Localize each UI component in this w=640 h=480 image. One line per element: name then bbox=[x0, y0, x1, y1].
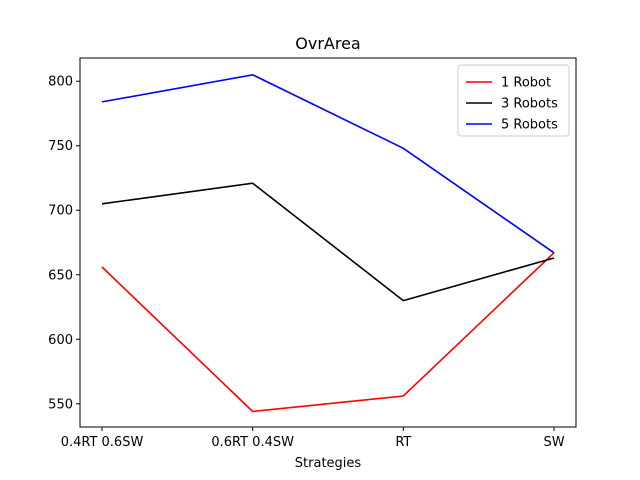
series-layer bbox=[101, 73, 555, 413]
y-axis-ticks: 550 600 650 700 750 800 bbox=[48, 75, 80, 412]
chart-title: OvrArea bbox=[295, 34, 360, 53]
x-axis-ticks: 0.4RT 0.6SW 0.6RT 0.4SW RT SW bbox=[61, 427, 565, 450]
y-tick-label: 550 bbox=[48, 397, 73, 412]
y-tick-label: 700 bbox=[48, 204, 73, 219]
y-tick-label: 650 bbox=[48, 268, 73, 283]
x-tick-label: 0.4RT 0.6SW bbox=[61, 435, 144, 450]
y-tick-label: 750 bbox=[48, 139, 73, 154]
legend: 1 Robot 3 Robots 5 Robots bbox=[457, 64, 570, 137]
series-line-1 bbox=[101, 252, 555, 413]
x-tick-label: SW bbox=[543, 435, 564, 450]
series-line-3 bbox=[101, 73, 555, 254]
legend-label: 1 Robot bbox=[501, 76, 551, 91]
series-line-2 bbox=[101, 182, 555, 302]
x-axis-title: Strategies bbox=[295, 456, 362, 471]
x-tick-label: RT bbox=[395, 435, 411, 450]
x-tick-label: 0.6RT 0.4SW bbox=[211, 435, 294, 450]
y-tick-label: 800 bbox=[48, 75, 73, 90]
legend-label: 3 Robots bbox=[501, 97, 558, 112]
y-tick-label: 600 bbox=[48, 333, 73, 348]
plot-frame bbox=[79, 57, 577, 428]
legend-label: 5 Robots bbox=[501, 118, 558, 133]
